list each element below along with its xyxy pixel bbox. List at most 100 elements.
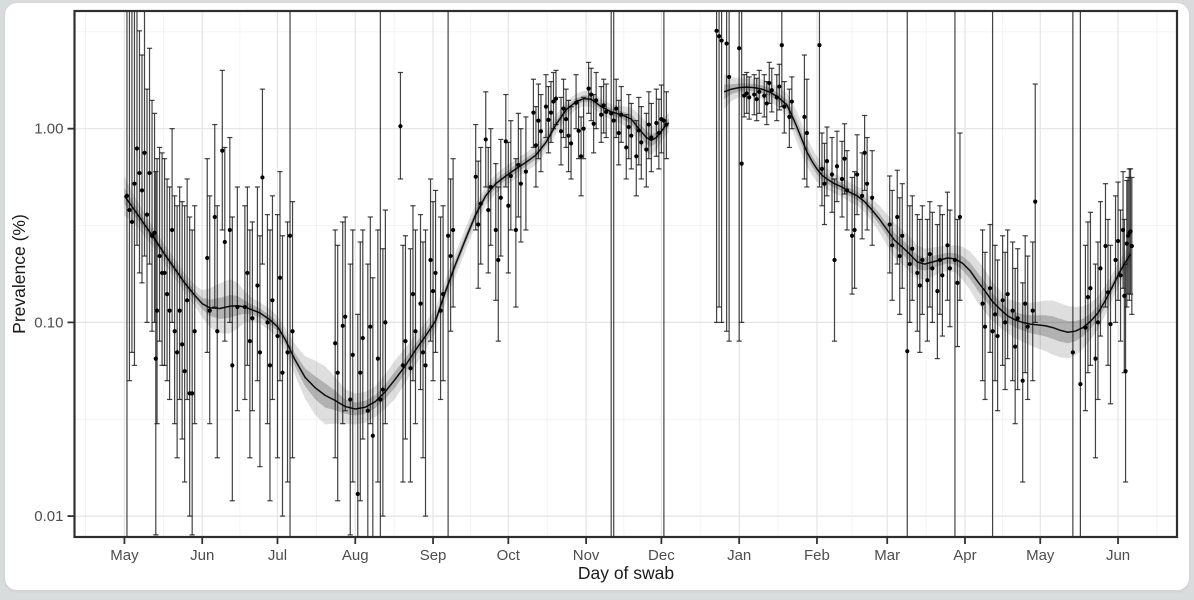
data-point [955, 280, 960, 285]
data-point [842, 156, 847, 161]
data-point [277, 275, 283, 280]
data-point [910, 246, 915, 251]
error-bar [1072, 11, 1074, 537]
error-bar [1092, 263, 1099, 459]
data-point [247, 339, 252, 344]
data-point [290, 329, 295, 334]
data-point [1093, 356, 1098, 361]
data-point [646, 122, 651, 127]
data-point [124, 193, 130, 198]
data-point [137, 170, 142, 176]
error-bar [422, 229, 429, 517]
panel-border [73, 9, 1179, 539]
data-point [127, 207, 132, 213]
error-bar [247, 229, 253, 459]
data-point [774, 95, 779, 100]
gridlines [74, 11, 1177, 537]
data-point [403, 339, 408, 344]
x-tick-label: Aug [342, 547, 369, 564]
data-point [777, 84, 782, 89]
data-point [566, 133, 571, 138]
data-point [1025, 324, 1030, 329]
data-point [129, 219, 135, 225]
data-point [440, 291, 446, 297]
data-point [1070, 350, 1075, 355]
error-bar [126, 11, 128, 537]
data-point [1030, 308, 1035, 313]
x-tick-label: Sep [420, 547, 447, 564]
data-point [870, 195, 875, 200]
error-bar [129, 11, 135, 353]
x-tick-label: Jan [727, 547, 751, 564]
data-point [154, 308, 160, 313]
data-point [654, 120, 659, 126]
data-point [937, 257, 942, 263]
data-point [242, 304, 247, 310]
data-point [478, 201, 483, 206]
data-point [1010, 308, 1015, 313]
data-point [819, 166, 825, 171]
data-point [576, 128, 581, 133]
error-bar [192, 205, 198, 425]
x-tick-label: Feb [804, 547, 830, 564]
error-bar [360, 229, 366, 440]
error-bar [412, 229, 419, 425]
data-point [152, 230, 157, 235]
data-point [132, 181, 137, 186]
data-point [930, 266, 935, 271]
data-point [594, 98, 599, 103]
data-point [920, 257, 925, 263]
data-point [1122, 293, 1127, 299]
data-point [1078, 382, 1083, 387]
error-bar [379, 11, 381, 537]
data-point [378, 397, 383, 402]
data-point [957, 214, 963, 220]
data-point [1120, 227, 1126, 233]
data-point [383, 320, 388, 325]
data-point [849, 233, 855, 238]
data-point [824, 159, 830, 164]
data-point [1000, 298, 1005, 303]
data-point [486, 207, 491, 213]
data-point [862, 150, 867, 155]
data-point [215, 329, 220, 334]
error-bar [718, 11, 725, 323]
data-point [719, 38, 724, 43]
data-point [358, 370, 363, 375]
data-point [227, 227, 232, 233]
data-point [714, 28, 719, 33]
data-point [538, 129, 544, 134]
x-tick-label: Nov [573, 547, 600, 564]
data-point [548, 110, 554, 115]
data-point [1124, 241, 1129, 246]
data-point [832, 257, 837, 263]
data-point [762, 93, 767, 98]
smoothed-prevalence-curve [723, 86, 1132, 333]
data-point [235, 304, 240, 310]
data-point [626, 124, 631, 130]
data-point [255, 283, 260, 288]
data-point [498, 195, 503, 200]
data-point [410, 291, 416, 297]
data-point [167, 308, 172, 313]
data-point [779, 43, 784, 48]
data-point [769, 88, 774, 93]
data-point [561, 106, 566, 111]
data-point [360, 335, 365, 341]
error-bar [204, 158, 210, 353]
data-point [727, 74, 732, 80]
data-point [177, 308, 182, 313]
data-point [420, 350, 426, 355]
data-point [170, 227, 175, 233]
error-bar [450, 158, 456, 308]
error-bar [716, 11, 722, 308]
data-point [418, 301, 423, 306]
error-bar [146, 47, 153, 265]
data-point [400, 363, 406, 368]
data-point [182, 369, 187, 374]
error-bar [264, 214, 271, 425]
x-tick-label: Jun [1106, 547, 1130, 564]
data-point [287, 233, 293, 238]
data-point [568, 141, 574, 146]
